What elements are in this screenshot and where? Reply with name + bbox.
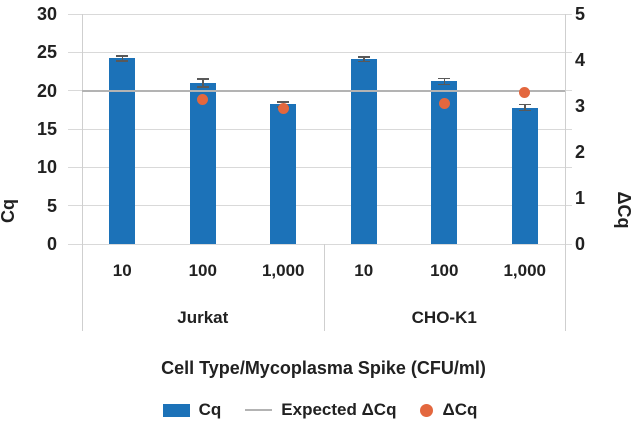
right-axis-tick-label: 3: [575, 96, 586, 116]
right-axis-tick-label: 4: [575, 50, 586, 70]
category-label: 10: [112, 261, 132, 280]
delta-cq-dot: [277, 102, 289, 114]
error-bar-cap: [116, 55, 129, 57]
cq-bar: [511, 107, 538, 244]
gridline: [68, 243, 572, 245]
group-label: CHO-K1: [411, 308, 477, 327]
legend-label-expected-delta-cq: Expected ΔCq: [281, 400, 397, 419]
plot-left-border: [82, 14, 83, 244]
cq-bar: [350, 59, 377, 244]
error-bar-cap: [438, 83, 451, 86]
cq-bar: [270, 104, 297, 244]
error-bar-cap: [277, 101, 290, 103]
error-bar-cap: [518, 109, 531, 112]
x-axis-title: Cell Type/Mycoplasma Spike (CFU/ml): [161, 358, 486, 378]
category-label: 100: [188, 261, 217, 280]
left-axis-tick-label: 25: [36, 42, 57, 63]
error-bar-cap: [196, 86, 209, 88]
group-divider: [323, 244, 325, 331]
delta-cq-dot-swatch-icon: [420, 403, 434, 417]
legend-item-expected-delta-cq: Expected ΔCq: [245, 399, 396, 421]
delta-cq-dot: [519, 86, 531, 98]
error-bar-whisker: [121, 56, 123, 61]
gridline: [68, 205, 572, 207]
error-bar-whisker: [443, 78, 445, 85]
left-axis-tick-label: 10: [36, 157, 57, 178]
left-axis-title: Cq: [0, 199, 18, 223]
expected-delta-cq-line: [82, 89, 565, 92]
error-bar-cap: [438, 77, 451, 80]
delta-cq-dot: [197, 93, 209, 105]
category-label: 10: [354, 261, 374, 280]
gridline: [68, 13, 572, 15]
left-axis-tick-label: 15: [36, 119, 57, 139]
category-label: 1,000: [503, 261, 547, 280]
cq-bar: [189, 83, 216, 244]
gridline: [68, 166, 572, 168]
group-divider: [565, 244, 566, 331]
gridline: [68, 128, 572, 130]
category-label: 1,000: [261, 261, 305, 280]
left-axis-tick-label: 30: [36, 4, 57, 24]
error-bar-cap: [357, 60, 370, 63]
group-label: Jurkat: [177, 308, 229, 327]
left-axis-tick-label: 5: [46, 195, 57, 216]
cq-bar: [109, 58, 136, 244]
gridline: [68, 51, 572, 53]
legend-label-cq: Cq: [198, 400, 222, 419]
left-axis-tick-label: 20: [36, 80, 57, 101]
error-bar-whisker: [202, 79, 204, 87]
legend: Cq Expected ΔCq ΔCq: [0, 399, 640, 421]
delta-cq-dot: [438, 98, 450, 110]
right-axis-tick-label: 0: [575, 234, 586, 254]
cq-bar-swatch-icon: [162, 403, 190, 417]
legend-item-cq: Cq: [162, 399, 222, 421]
right-axis-tick-label: 5: [575, 4, 586, 24]
expected-line-swatch-icon: [245, 409, 273, 411]
error-bar-whisker: [524, 104, 526, 111]
category-label: 100: [430, 261, 459, 280]
error-bar-cap: [116, 60, 129, 62]
group-divider: [82, 244, 83, 331]
error-bar-cap: [196, 78, 209, 80]
error-bar-cap: [518, 103, 531, 106]
error-bar-cap: [357, 56, 370, 58]
plot-right-border: [565, 14, 566, 244]
right-axis-tick-label: 1: [575, 188, 586, 208]
left-axis-tick-label: 0: [46, 234, 57, 254]
legend-item-delta-cq: ΔCq: [420, 399, 477, 421]
error-bar-whisker: [363, 56, 365, 62]
right-axis-tick-label: 2: [575, 142, 586, 162]
right-axis-title: ΔCq: [614, 191, 634, 229]
legend-label-delta-cq: ΔCq: [442, 400, 478, 419]
